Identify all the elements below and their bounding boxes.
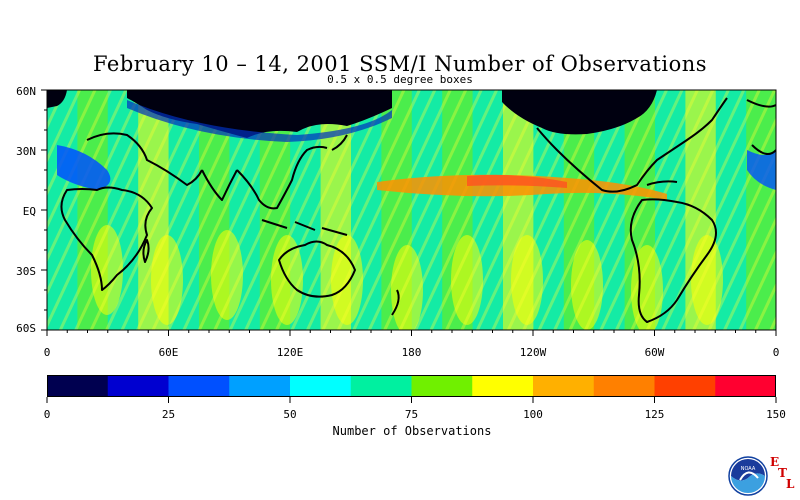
map-subtitle: 0.5 x 0.5 degree boxes [327,73,473,86]
lon-label-60e: 60E [158,346,179,359]
colorbar-tick-label-50: 50 [283,408,297,421]
colorbar-swatch [168,375,230,397]
colorbar-swatch [654,375,716,397]
lon-label-0-west: 0 [43,346,51,359]
colorbar-swatch [715,375,776,397]
colorbar-swatch [107,375,169,397]
colorbar-swatch [533,375,595,397]
colorbar-swatch [229,375,291,397]
noaa-logo-text: NOAA [741,466,756,472]
swath-texture [47,90,776,330]
colorbar-swatch [290,375,352,397]
etl-letter-t: T [778,466,787,480]
lon-label-120e: 120E [276,346,304,359]
colorbar-tick-label-25: 25 [161,408,176,421]
colorbar-frame [47,375,776,397]
lat-label-60s: 60S [16,322,36,335]
map-title: February 10 – 14, 2001 SSM/I Number of O… [92,52,708,76]
lat-label-60n: 60N [16,85,36,98]
colorbar-swatch [350,375,412,397]
colorbar-ticks [46,397,777,403]
colorbar-swatch [593,375,655,397]
etl-letter-e: E [770,455,780,469]
lon-label-0-east: 0 [772,346,780,359]
colorbar-tick-label-100: 100 [523,408,543,421]
colorbar-tick-label-75: 75 [404,408,419,421]
lat-label-eq: EQ [22,205,36,218]
longitude-ticks [46,330,777,336]
lon-label-60w: 60W [644,346,665,359]
colorbar-swatch [411,375,473,397]
colorbar-title: Number of Observations [332,424,492,438]
colorbar-tick-label-125: 125 [644,408,665,421]
colorbar-swatch [472,375,534,397]
etl-letter-l: L [786,477,795,491]
lon-label-180: 180 [401,346,422,359]
colorbar [47,375,776,397]
lat-label-30s: 30S [16,265,36,278]
noaa-logo-icon: NOAA [728,456,768,496]
colorbar-tick-label-150: 150 [766,408,786,421]
colorbar-tick-label-0: 0 [43,408,51,421]
observation-map [47,90,776,330]
lon-label-120w: 120W [519,346,547,359]
lat-label-30n: 30N [16,145,36,158]
colorbar-swatch [47,375,109,397]
